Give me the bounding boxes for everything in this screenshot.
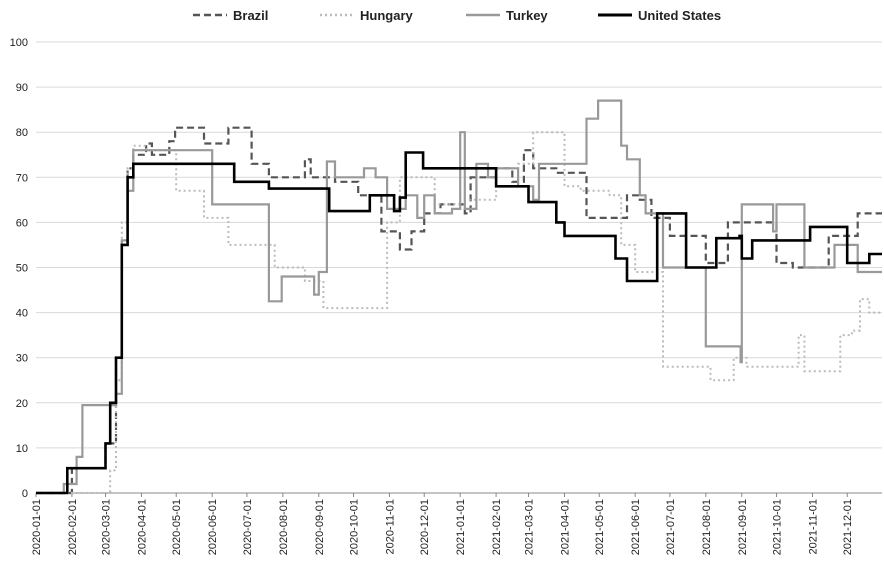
x-tick-label: 2020-02-01 bbox=[67, 499, 79, 555]
legend-label: Hungary bbox=[360, 8, 414, 23]
x-tick-label: 2021-04-01 bbox=[559, 499, 571, 555]
legend-label: Turkey bbox=[506, 8, 548, 23]
x-tick-label: 2020-12-01 bbox=[419, 499, 431, 555]
y-tick-labels: 0 10 20 30 40 50 60 70 80 90 100 bbox=[10, 37, 28, 500]
x-tick-label: 2020-01-01 bbox=[31, 499, 43, 555]
gridlines bbox=[36, 41, 882, 449]
x-tick-label: 2021-03-01 bbox=[524, 499, 536, 555]
y-tick-label: 80 bbox=[16, 127, 28, 139]
x-tick-label: 2021-08-01 bbox=[701, 499, 713, 555]
series-lines bbox=[36, 99, 882, 495]
legend-label: Brazil bbox=[233, 8, 268, 23]
x-tick-label: 2020-05-01 bbox=[171, 499, 183, 555]
x-tick-label: 2020-03-01 bbox=[101, 499, 113, 555]
x-tick-label: 2021-10-01 bbox=[772, 499, 784, 555]
series-line-united-states bbox=[36, 151, 882, 495]
series-line-turkey bbox=[36, 99, 882, 495]
x-tick-label: 2021-07-01 bbox=[665, 499, 677, 555]
legend-label: United States bbox=[638, 8, 721, 23]
x-tick-label: 2020-06-01 bbox=[207, 499, 219, 555]
series-line-brazil bbox=[36, 126, 882, 495]
y-tick-label: 100 bbox=[10, 37, 28, 49]
x-tick-label: 2021-05-01 bbox=[594, 499, 606, 555]
y-tick-label: 10 bbox=[16, 443, 28, 455]
x-tick-label: 2020-07-01 bbox=[242, 499, 254, 555]
y-tick-label: 30 bbox=[16, 353, 28, 365]
y-tick-label: 60 bbox=[16, 217, 28, 229]
x-tick-label: 2021-02-01 bbox=[491, 499, 503, 555]
y-tick-label: 40 bbox=[16, 308, 28, 320]
x-tick-label: 2020-11-01 bbox=[384, 499, 396, 554]
x-tick-label: 2021-06-01 bbox=[630, 499, 642, 555]
x-tick-label: 2020-09-01 bbox=[314, 499, 326, 555]
x-tick-label: 2020-08-01 bbox=[278, 499, 290, 555]
x-tick-labels: 2020-01-01 2020-02-01 2020-03-01 2020-04-01… bbox=[31, 493, 854, 555]
x-tick-label: 2021-12-01 bbox=[842, 499, 854, 555]
y-tick-label: 50 bbox=[16, 263, 28, 275]
x-tick-label: 2021-01-01 bbox=[455, 499, 467, 555]
x-tick-label: 2020-10-01 bbox=[349, 499, 361, 555]
y-tick-label: 20 bbox=[16, 398, 28, 410]
legend: Brazil Hungary Turkey United States bbox=[193, 8, 721, 23]
x-tick-label: 2021-11-01 bbox=[807, 499, 819, 554]
y-tick-label: 90 bbox=[16, 82, 28, 94]
y-tick-label: 0 bbox=[22, 488, 28, 500]
y-tick-label: 70 bbox=[16, 172, 28, 184]
x-tick-label: 2020-04-01 bbox=[136, 499, 148, 555]
x-tick-label: 2021-09-01 bbox=[737, 499, 749, 555]
